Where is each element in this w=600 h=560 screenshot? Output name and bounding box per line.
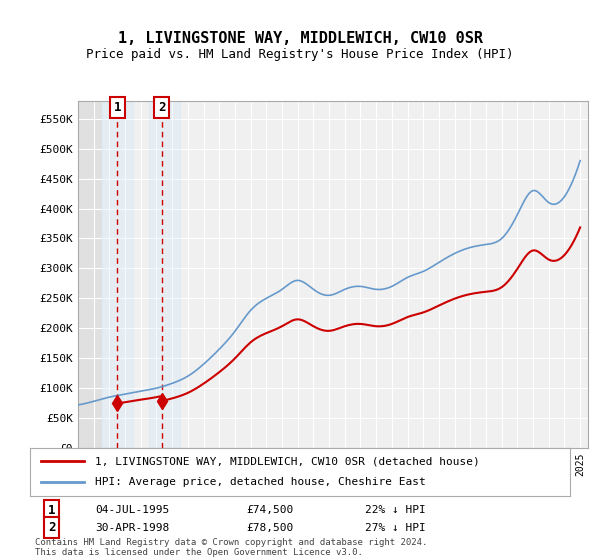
Text: 1, LIVINGSTONE WAY, MIDDLEWICH, CW10 0SR: 1, LIVINGSTONE WAY, MIDDLEWICH, CW10 0SR (118, 31, 482, 46)
Bar (78, 101, 101, 448)
Text: 2: 2 (48, 521, 55, 534)
Text: HPI: Average price, detached house, Cheshire East: HPI: Average price, detached house, Ches… (95, 477, 425, 487)
Text: Price paid vs. HM Land Registry's House Price Index (HPI): Price paid vs. HM Land Registry's House … (86, 48, 514, 60)
Bar (149, 101, 180, 448)
Text: 27% ↓ HPI: 27% ↓ HPI (365, 522, 425, 533)
Text: 22% ↓ HPI: 22% ↓ HPI (365, 505, 425, 515)
Text: 30-APR-1998: 30-APR-1998 (95, 522, 169, 533)
Text: 04-JUL-1995: 04-JUL-1995 (95, 505, 169, 515)
Text: 1: 1 (48, 503, 55, 517)
Text: 1, LIVINGSTONE WAY, MIDDLEWICH, CW10 0SR (detached house): 1, LIVINGSTONE WAY, MIDDLEWICH, CW10 0SR… (95, 456, 479, 466)
Text: £74,500: £74,500 (246, 505, 293, 515)
Text: 2: 2 (158, 101, 166, 114)
Text: £78,500: £78,500 (246, 522, 293, 533)
Text: Contains HM Land Registry data © Crown copyright and database right 2024.
This d: Contains HM Land Registry data © Crown c… (35, 538, 428, 557)
Text: 1: 1 (113, 101, 121, 114)
Bar (101, 101, 133, 448)
